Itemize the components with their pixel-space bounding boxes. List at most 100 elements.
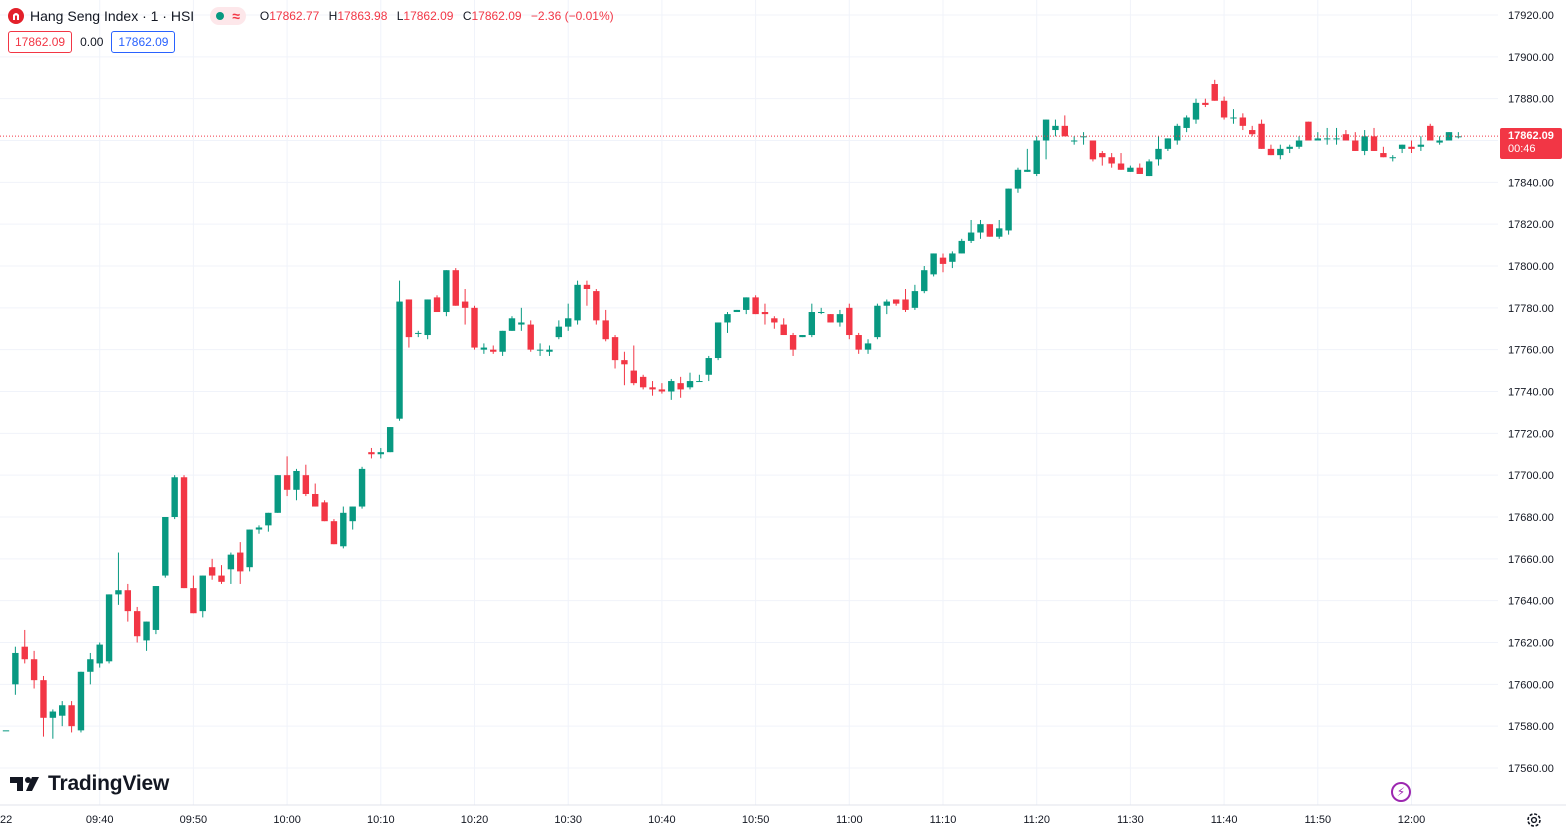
candle bbox=[518, 307, 525, 331]
candle bbox=[714, 322, 722, 361]
candle bbox=[312, 483, 319, 507]
candle bbox=[939, 253, 947, 273]
candle-body bbox=[1005, 188, 1012, 231]
price-tick-label: 17700.00 bbox=[1508, 470, 1554, 482]
candle bbox=[152, 586, 160, 635]
candle-body bbox=[59, 705, 66, 716]
candle bbox=[1005, 188, 1012, 235]
candle bbox=[386, 427, 394, 453]
candle-body bbox=[143, 621, 150, 641]
candle bbox=[1117, 153, 1125, 170]
symbol-title[interactable]: Hang Seng Index · 1 · HSI bbox=[30, 8, 195, 24]
close-value: 17862.09 bbox=[471, 9, 522, 23]
candle-body bbox=[836, 314, 844, 323]
candle-body bbox=[1342, 134, 1350, 141]
candle bbox=[1155, 136, 1162, 166]
candle-body bbox=[1398, 144, 1406, 149]
tradingview-logo[interactable]: TradingView bbox=[10, 772, 169, 796]
candle bbox=[967, 219, 975, 243]
candle bbox=[536, 343, 544, 356]
candle bbox=[349, 506, 356, 530]
candle-body bbox=[621, 360, 628, 365]
candle bbox=[1258, 119, 1265, 149]
candle bbox=[1408, 140, 1415, 154]
time-axis[interactable]: 22 09:40 09:50 10:00 10:10 10:20 10:30 10:40 10:… bbox=[0, 814, 1425, 826]
candle bbox=[30, 650, 38, 689]
candle-body bbox=[1183, 117, 1190, 128]
candle bbox=[733, 309, 741, 313]
candle bbox=[190, 575, 197, 614]
candle bbox=[808, 303, 816, 338]
candle-body bbox=[1258, 123, 1265, 149]
candle bbox=[696, 374, 703, 383]
candle-body bbox=[330, 521, 338, 545]
price-tick-label: 17820.00 bbox=[1508, 219, 1554, 231]
candle-body bbox=[1014, 169, 1022, 189]
candle-body bbox=[1389, 157, 1396, 159]
candle bbox=[546, 345, 553, 356]
time-tick-label: 11:10 bbox=[930, 814, 957, 826]
candle bbox=[377, 447, 384, 459]
candle-body bbox=[743, 297, 750, 310]
buy-button[interactable]: 17862.09 bbox=[111, 31, 176, 53]
candle bbox=[705, 355, 712, 382]
candle-body bbox=[639, 376, 647, 388]
candle-body bbox=[124, 590, 132, 612]
candle-body bbox=[977, 224, 984, 233]
candle bbox=[724, 312, 731, 333]
sell-button[interactable]: 17862.09 bbox=[8, 31, 73, 53]
candle bbox=[639, 374, 647, 390]
candle-body bbox=[461, 301, 469, 308]
candle bbox=[96, 642, 103, 668]
candle bbox=[743, 297, 750, 315]
ohlc-values: O17862.77 H17863.98 L17862.09 C17862.09 … bbox=[259, 9, 614, 23]
candle bbox=[565, 303, 572, 331]
candle bbox=[1342, 130, 1350, 141]
candle-body bbox=[312, 493, 319, 507]
candle bbox=[2, 730, 10, 732]
gear-icon[interactable] bbox=[1524, 810, 1544, 830]
candles bbox=[2, 79, 1462, 739]
candle bbox=[1305, 121, 1312, 141]
candle-body bbox=[771, 318, 778, 323]
order-buttons-row: 17862.09 0.00 17862.09 bbox=[8, 31, 176, 53]
candle-body bbox=[471, 307, 478, 348]
candle-body bbox=[105, 594, 113, 662]
candle-body bbox=[302, 475, 310, 494]
candle-body bbox=[958, 240, 965, 254]
candle bbox=[1145, 159, 1153, 177]
candle bbox=[490, 345, 497, 354]
candle-body bbox=[864, 343, 872, 350]
market-status-badge[interactable]: ≈ bbox=[210, 7, 246, 25]
candle-body bbox=[1080, 136, 1087, 138]
candle-body bbox=[1220, 100, 1228, 118]
candle-body bbox=[1164, 138, 1172, 149]
candle-body bbox=[602, 320, 609, 340]
candle-body bbox=[490, 349, 497, 352]
candle-body bbox=[874, 305, 881, 338]
price-axis[interactable]: 17560.00 17580.00 17600.00 17620.00 17640.00… bbox=[1508, 10, 1554, 775]
candle-body bbox=[1061, 125, 1069, 137]
price-tick-label: 17600.00 bbox=[1508, 679, 1554, 691]
candle bbox=[283, 456, 291, 497]
candle bbox=[986, 224, 994, 237]
lightning-icon[interactable]: ⚡ bbox=[1391, 782, 1411, 802]
candle-body bbox=[724, 314, 731, 323]
candle bbox=[237, 542, 244, 584]
candle bbox=[246, 529, 253, 572]
candle bbox=[949, 251, 956, 269]
candle bbox=[1295, 136, 1303, 149]
bar-countdown: 00:46 bbox=[1508, 143, 1536, 155]
candle bbox=[1239, 113, 1247, 131]
candle-body bbox=[846, 307, 853, 336]
candle bbox=[471, 305, 478, 350]
candle-body bbox=[452, 270, 459, 306]
candle bbox=[799, 335, 806, 338]
candle-body bbox=[255, 527, 263, 530]
candle-body bbox=[1024, 169, 1031, 172]
candle-body bbox=[152, 586, 160, 630]
candle-body bbox=[1455, 136, 1462, 138]
candle bbox=[677, 376, 684, 398]
candle-body bbox=[405, 299, 413, 338]
